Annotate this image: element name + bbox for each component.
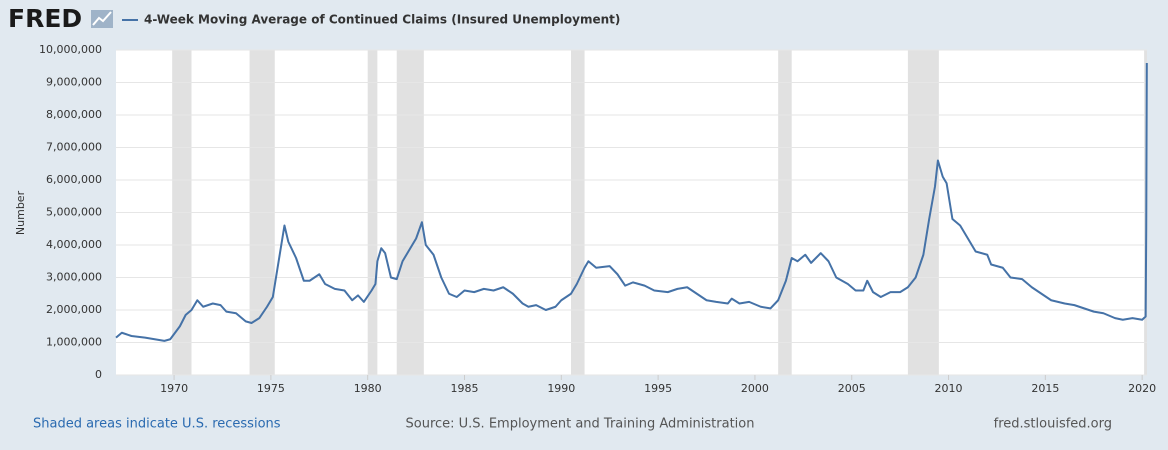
y-tick-label: 1,000,000 (46, 336, 102, 349)
logo-icon-line (92, 11, 112, 26)
footer-url: fred.stlouisfed.org (994, 417, 1112, 432)
y-tick-label: 3,000,000 (46, 271, 102, 284)
x-tick-label: 2015 (1031, 382, 1059, 395)
x-tick-label: 1990 (547, 382, 575, 395)
y-tick-label: 6,000,000 (46, 173, 102, 186)
footer-recessions[interactable]: Shaded areas indicate U.S. recessions (33, 417, 281, 432)
y-tick-label: 4,000,000 (46, 238, 102, 251)
x-tick-label: 1970 (160, 382, 188, 395)
footer-source: Source: U.S. Employment and Training Adm… (406, 417, 755, 432)
y-tick-label: 10,000,000 (39, 43, 102, 56)
legend-label: 4-Week Moving Average of Continued Claim… (144, 13, 620, 27)
x-tick-label: 1980 (354, 382, 382, 395)
x-tick-label: 1985 (451, 382, 479, 395)
fred-logo: FRED (8, 4, 82, 33)
x-tick-label: 2000 (741, 382, 769, 395)
y-tick-label: 9,000,000 (46, 76, 102, 89)
y-axis-label: Number (14, 190, 27, 235)
y-tick-label: 2,000,000 (46, 303, 102, 316)
x-tick-label: 1995 (644, 382, 672, 395)
y-tick-label: 8,000,000 (46, 108, 102, 121)
y-tick-label: 7,000,000 (46, 141, 102, 154)
y-tick-label: 0 (95, 368, 102, 381)
x-tick-label: 2010 (935, 382, 963, 395)
data-line (115, 62, 1148, 342)
y-tick-label: 5,000,000 (46, 206, 102, 219)
x-tick-label: 1975 (257, 382, 285, 395)
x-tick-label: 2005 (838, 382, 866, 395)
x-tick-label: 2020 (1128, 382, 1156, 395)
